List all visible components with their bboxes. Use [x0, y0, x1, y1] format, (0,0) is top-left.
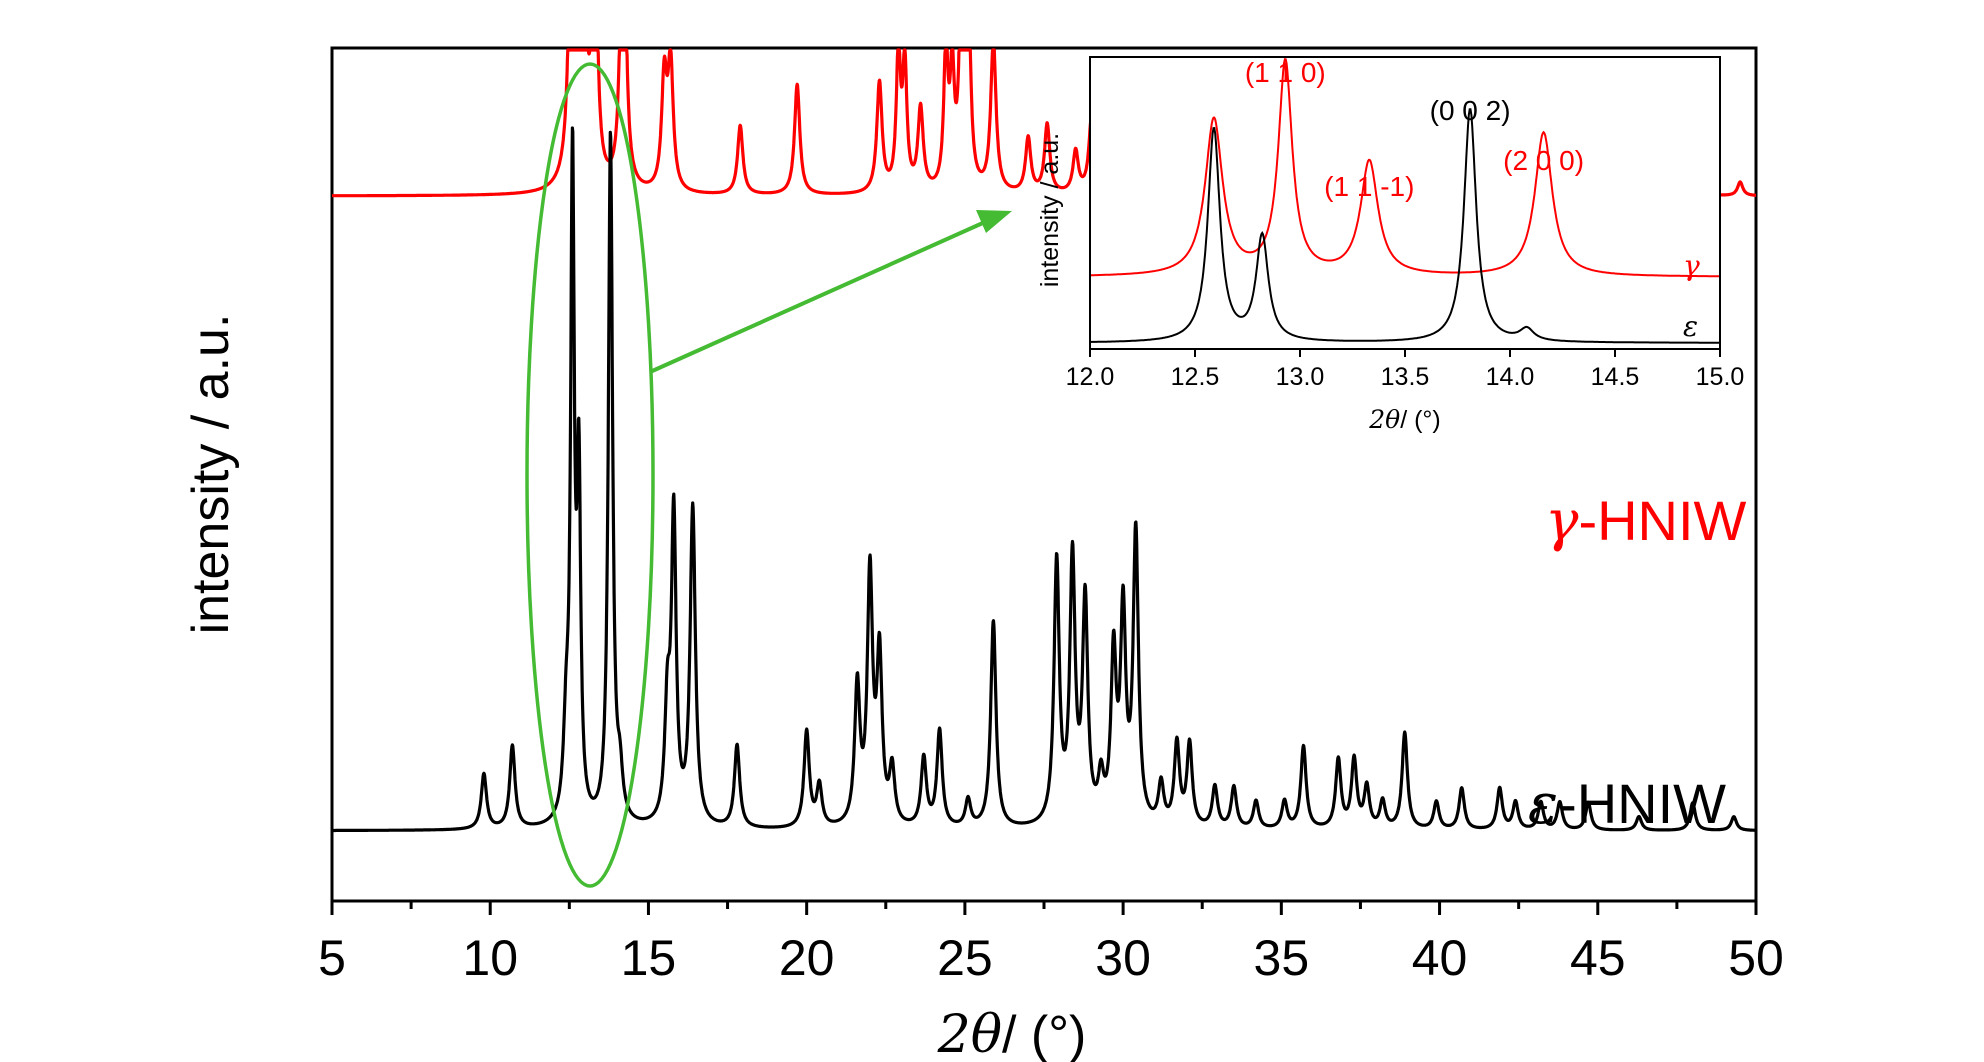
main-x-tick-label: 20: [779, 930, 835, 986]
inset-peak-annotation: (1 1 -1): [1324, 171, 1414, 202]
highlight-ellipse: [525, 62, 655, 888]
inset-x-axis-symbol: 2θ: [1368, 405, 1400, 434]
main-x-tick-label: 25: [937, 930, 993, 986]
series-label-gamma-name: -HNIW: [1578, 489, 1746, 552]
main-chart: 5 10 15 20 25 30 35 40 45 50 2θ/ (°) intensity / …: [182, 46, 1784, 1062]
main-series-line-1: [330, 126, 1758, 833]
inset-x-axis-title: 2θ/ (°): [1368, 405, 1441, 434]
inset-x-tick-label: 12.5: [1171, 363, 1220, 391]
inset-x-tick-labels: 12.0 12.5 13.0 13.5 14.0 14.5 15.0: [1066, 363, 1745, 391]
inset-x-tick-label: 12.0: [1066, 363, 1115, 391]
main-x-axis-title: 2θ/ (°): [937, 1005, 1087, 1062]
series-label-gamma-symbol: γ: [1545, 489, 1579, 554]
inset-x-axis-unit: / (°): [1400, 406, 1441, 434]
main-x-axis-unit: / (°): [1002, 1006, 1086, 1062]
inset-x-ticks: [1089, 349, 1721, 357]
inset-peak-annotation: (2 0 0): [1503, 145, 1584, 176]
inset-x-tick-label: 13.0: [1276, 363, 1325, 391]
main-x-tick-labels: 5 10 15 20 25 30 35 40 45 50: [318, 930, 1784, 986]
series-label-gamma: γ-HNIW: [1545, 489, 1747, 554]
main-x-tick-label: 30: [1095, 930, 1151, 986]
inset-x-tick-label: 14.5: [1591, 363, 1640, 391]
zoom-arrow-head-icon: [976, 210, 1012, 233]
series-label-epsilon-symbol: ε: [1528, 772, 1558, 837]
inset-series-lines: [1089, 58, 1720, 344]
series-label-epsilon: ε-HNIW: [1528, 772, 1726, 837]
zoom-arrow-shaft: [649, 220, 986, 374]
zoom-arrow: [649, 210, 1012, 374]
inset-x-tick-label: 15.0: [1696, 363, 1745, 391]
inset-peak-annotation: (1 1 0): [1245, 57, 1326, 88]
series-label-epsilon-name: -HNIW: [1558, 772, 1726, 835]
inset-annotations: (1 1 0) (0 0 2) (1 1 -1) (2 0 0): [1245, 57, 1584, 202]
main-x-ticks: [330, 901, 1758, 915]
main-x-tick-label: 45: [1570, 930, 1626, 986]
inset-y-axis-title: intensity / a.u.: [1036, 133, 1064, 287]
main-y-axis-title: intensity / a.u.: [182, 314, 240, 635]
main-x-axis-symbol: 2θ: [937, 1005, 1002, 1062]
inset-x-tick-label: 13.5: [1381, 363, 1430, 391]
main-x-tick-label: 15: [621, 930, 677, 986]
main-x-tick-label: 50: [1728, 930, 1784, 986]
inset-series-label-epsilon: ε: [1683, 310, 1698, 343]
main-x-tick-label: 10: [462, 930, 518, 986]
inset-series-line-0: [1089, 58, 1720, 278]
inset-series-label-gamma: γ: [1683, 249, 1700, 282]
main-x-tick-label: 40: [1412, 930, 1468, 986]
main-x-tick-label: 5: [318, 930, 346, 986]
inset-chart: 12.0 12.5 13.0 13.5 14.0 14.5 15.0 2θ/ (°) int…: [1036, 56, 1745, 434]
inset-peak-annotation: (0 0 2): [1430, 95, 1511, 126]
inset-plot-background: [1090, 57, 1720, 349]
inset-x-tick-label: 14.0: [1486, 363, 1535, 391]
main-x-tick-label: 35: [1254, 930, 1310, 986]
inset-series-line-1: [1090, 108, 1720, 344]
